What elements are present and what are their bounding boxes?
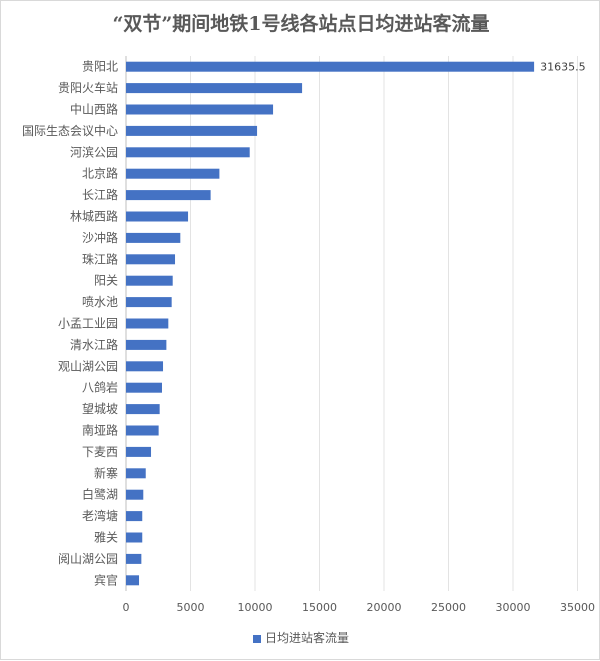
bar: [126, 489, 144, 500]
bar: [126, 83, 303, 94]
category-label: 林城西路: [70, 209, 118, 224]
category-label: 望城坡: [82, 402, 118, 416]
category-label: 老湾塘: [82, 508, 118, 523]
x-tick-label: 5000: [177, 601, 205, 614]
legend: 日均进站客流量: [1, 629, 600, 646]
category-label: 雅关: [94, 530, 118, 545]
category-label: 新寨: [94, 465, 118, 480]
category-label: 阳关: [94, 274, 118, 288]
bar: [126, 382, 162, 393]
category-label: 南垭路: [82, 423, 118, 438]
bar: [126, 339, 167, 350]
chart-title: “双节”期间地铁1号线各站点日均进站客流量: [112, 13, 490, 35]
category-label: 小孟工业园: [58, 317, 118, 331]
x-tick-label: 25000: [431, 601, 466, 614]
category-label: 北京路: [82, 166, 118, 181]
bar: [126, 275, 173, 286]
category-label: 下麦西: [82, 445, 118, 459]
bar: [126, 511, 143, 522]
category-label: 贵阳北: [82, 60, 118, 74]
bar: [126, 254, 176, 265]
x-tick-label: 35000: [560, 601, 595, 614]
legend-swatch: [252, 634, 261, 643]
category-label: 阅山湖公园: [58, 551, 118, 566]
bar: [126, 168, 220, 179]
category-label: 白鹭湖: [82, 487, 118, 502]
category-label: 长江路: [82, 187, 118, 202]
bar: [126, 104, 274, 115]
bar: [126, 147, 250, 158]
bar: [126, 318, 169, 329]
bar: [126, 404, 160, 415]
bar: [126, 190, 211, 201]
bar: [126, 361, 164, 372]
bar: [126, 211, 189, 222]
category-label: 珠江路: [82, 251, 118, 266]
data-label: 31635.5: [540, 61, 586, 74]
category-label: 中山西路: [70, 102, 118, 117]
category-label: 贵阳火车站: [58, 80, 118, 95]
bar: [126, 532, 143, 543]
bar: [126, 446, 152, 457]
bar: [126, 61, 535, 72]
x-tick-label: 0: [123, 601, 130, 614]
x-tick-label: 10000: [238, 601, 273, 614]
bar: [126, 297, 172, 308]
bar: [126, 553, 142, 564]
category-label: 宾官: [94, 572, 118, 587]
x-tick-label: 15000: [302, 601, 337, 614]
category-label: 清水江路: [70, 337, 118, 352]
category-label: 沙冲路: [82, 230, 118, 245]
bar: [126, 575, 140, 586]
x-tick-label: 30000: [496, 601, 531, 614]
legend-label: 日均进站客流量: [264, 631, 349, 645]
bar: [126, 468, 146, 479]
category-label: 国际生态会议中心: [22, 123, 118, 138]
category-label: 观山湖公园: [58, 358, 118, 373]
bar: [126, 425, 159, 436]
category-label: 喷水池: [82, 295, 118, 309]
x-tick-label: 20000: [367, 601, 402, 614]
bar: [126, 232, 181, 243]
category-label: 八鸽岩: [82, 380, 118, 395]
bar: [126, 125, 258, 136]
category-label: 河滨公园: [70, 144, 118, 159]
